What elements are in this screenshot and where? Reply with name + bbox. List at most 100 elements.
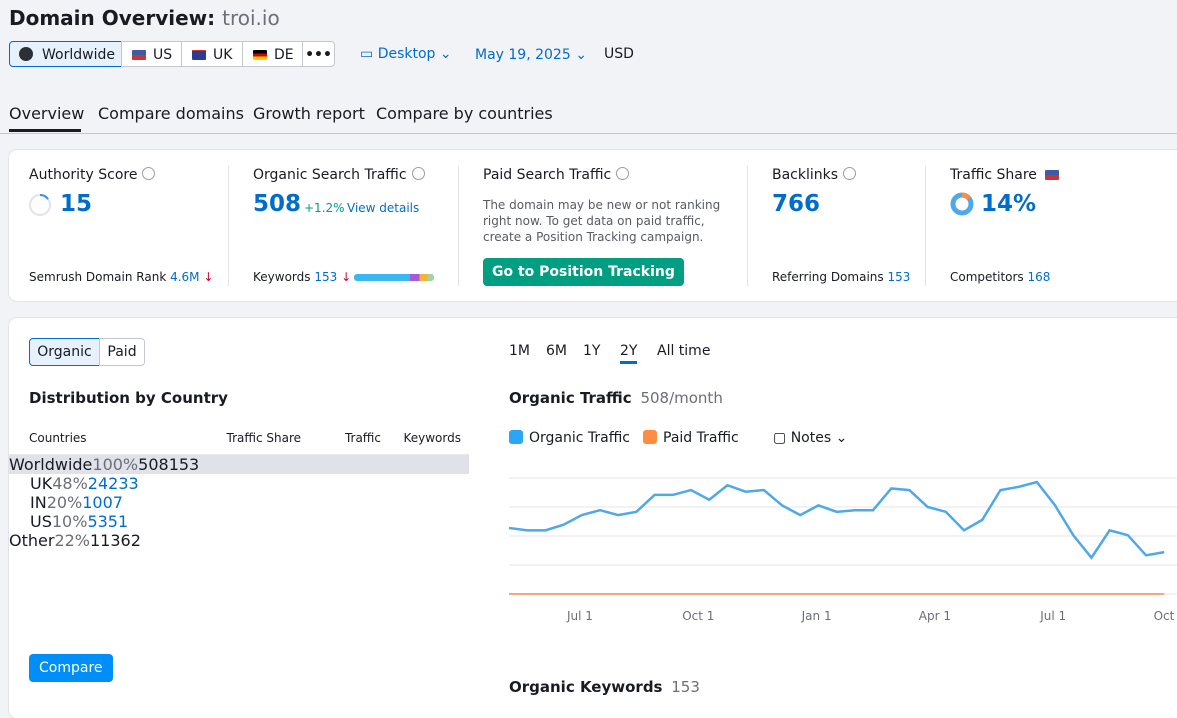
share-label: 48% (52, 474, 88, 493)
authority-icon (29, 194, 51, 216)
legend-item[interactable]: Organic Traffic (509, 430, 630, 446)
metric-footer: Keywords 153 ↓ (253, 270, 352, 284)
country: Other (9, 531, 54, 550)
legend-item[interactable]: Paid Traffic (643, 430, 739, 446)
nav-tab[interactable]: Compare domains (98, 104, 244, 123)
country-row[interactable]: IN20%1007 (9, 493, 469, 512)
share-label: 20% (46, 493, 83, 512)
traffic-share-donut (950, 192, 974, 216)
column-header: Keywords (403, 431, 461, 445)
metric-footer: Semrush Domain Rank 4.6M ↓ (29, 270, 214, 284)
country: IN (9, 493, 47, 512)
country: US (9, 512, 52, 531)
country: UK (9, 474, 52, 493)
period-tab[interactable]: 6M (546, 343, 567, 359)
view-details-link[interactable]: View details (347, 201, 420, 215)
position-tracking-button[interactable]: Go to Position Tracking (483, 258, 684, 286)
share-arc (961, 192, 971, 201)
share-label: 22% (54, 531, 90, 550)
keywords: 51 (107, 512, 129, 531)
region-tab[interactable]: DE (242, 41, 303, 67)
keywords: 7 (112, 493, 123, 512)
notes-dropdown[interactable]: ▢ Notes ⌄ (773, 430, 848, 446)
active-tab-underline (9, 129, 81, 132)
metric-label: Paid Search Traffic (483, 167, 630, 183)
metric-footer: Competitors 168 (950, 270, 1051, 284)
legend-label: Paid Traffic (663, 430, 739, 446)
metric-label: Organic Search Traffic (253, 167, 425, 183)
column-header: Traffic Share (226, 431, 302, 445)
country: Worldwide (9, 455, 92, 474)
x-tick-label: Jan 1 (801, 609, 832, 623)
currency: USD (604, 46, 634, 62)
metric-change: +1.2% (304, 201, 345, 215)
period-tab[interactable]: 1M (509, 343, 530, 359)
more-button[interactable]: ••• (302, 41, 335, 67)
section-title: Distribution by Country (29, 389, 228, 407)
keywords: 153 (168, 455, 200, 474)
page-title: Domain Overview: troi.io (9, 6, 280, 30)
column-header: Traffic (344, 431, 381, 445)
metric-value: 14% (981, 191, 1037, 217)
device-select[interactable]: ▭ Desktop ⌄ (360, 46, 452, 62)
region-tab[interactable]: UK (181, 41, 243, 67)
metric-label: Authority Score (29, 167, 156, 183)
legend-checkbox (643, 430, 657, 444)
region-tab[interactable]: Worldwide (9, 41, 122, 67)
metric-value[interactable]: 766 (772, 191, 821, 217)
date-select[interactable]: May 19, 2025 ⌄ (475, 47, 587, 63)
x-tick-label: Jul 1 (566, 609, 593, 623)
metric-value: 15 (60, 191, 93, 217)
chart-heading: Organic Traffic 508/month (509, 389, 723, 407)
country-row[interactable]: US10%5351 (9, 512, 469, 531)
toggle-button[interactable]: Paid (99, 338, 145, 366)
period-tab[interactable]: 1Y (583, 343, 601, 359)
nav-tab[interactable]: Overview (9, 104, 85, 123)
x-tick-label: Jul 1 (1039, 609, 1066, 623)
page: Domain Overview: troi.io Worldwide US UK… (0, 6, 1177, 718)
toggle-button[interactable]: Organic (29, 338, 100, 366)
keywords-heading: Organic Keywords 153 (509, 678, 700, 696)
legend-label: Organic Traffic (529, 430, 630, 446)
keywords: 62 (120, 531, 141, 550)
keywords: 33 (118, 474, 139, 493)
traffic-chart: Jul 1 Oct 1 Jan 1 Apr 1 Jul 1 Oct 1 (508, 477, 1177, 623)
compare-button[interactable]: Compare (29, 654, 113, 682)
nav-tab[interactable]: Compare by countries (376, 104, 553, 123)
series-line (508, 480, 1165, 560)
country-name: Other (9, 531, 55, 550)
domain[interactable]: troi.io (222, 6, 280, 30)
x-tick-label: Oct 1 (1154, 609, 1177, 623)
traffic: 53 (87, 512, 108, 531)
region-tab[interactable]: US (121, 41, 182, 67)
country-row: Worldwide100%508153 (9, 455, 469, 474)
metric-value[interactable]: 508 (253, 191, 302, 217)
country-table: Worldwide100%508153 UK48%24233 IN20%1007 US… (9, 454, 469, 641)
title: Domain Overview: (9, 6, 216, 30)
x-tick-label: Apr 1 (919, 609, 951, 623)
overview-card: Organic Paid Distribution by Country Cou… (9, 318, 1177, 718)
traffic: 508 (138, 455, 169, 474)
x-tick-label: Oct 1 (682, 609, 714, 623)
period-tab[interactable]: 2Y (620, 343, 638, 364)
country-name: UK (30, 474, 53, 493)
metric-label: Traffic Share (950, 167, 1066, 183)
traffic: 113 (90, 531, 121, 550)
metric-footer: Referring Domains 153 (772, 270, 911, 284)
country-name: IN (30, 493, 47, 512)
nav-divider (0, 133, 1177, 134)
country-row: Other22%11362 (9, 531, 469, 550)
country-row[interactable]: UK48%24233 (9, 474, 469, 493)
paid-text: The domain may be new or not ranking rig… (483, 198, 721, 244)
period-tab[interactable]: All time (657, 343, 711, 359)
traffic: 100 (82, 493, 113, 512)
authority-arc (39, 194, 49, 200)
country-name: US (30, 512, 52, 531)
traffic: 242 (87, 474, 119, 493)
legend-checkbox (509, 430, 523, 444)
nav-tab[interactable]: Growth report (253, 104, 365, 123)
keyword-bar (354, 274, 434, 281)
country-name: Worldwide (9, 455, 93, 474)
share-label: 10% (51, 512, 88, 531)
share-label: 100% (92, 455, 139, 474)
